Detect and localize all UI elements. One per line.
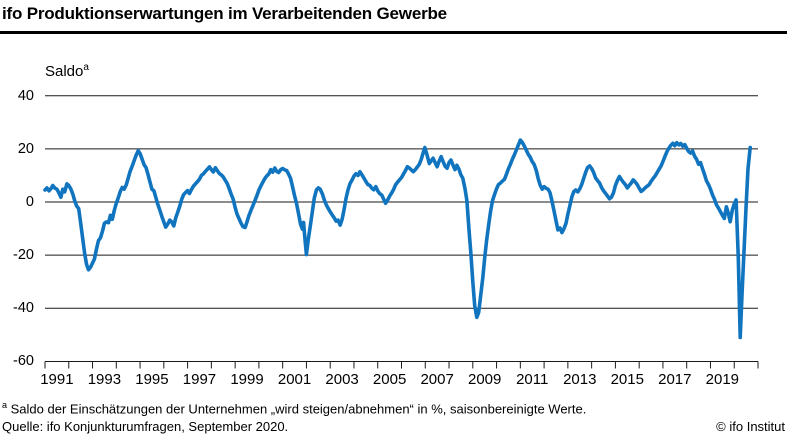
x-axis-tick-label: 2013 <box>563 371 597 388</box>
y-axis-tick-label: -40 <box>13 300 34 317</box>
footnote-text: Saldo der Einschätzungen der Unternehmen… <box>10 401 587 417</box>
x-axis-tick-label: 2003 <box>325 371 359 388</box>
y-axis-title: Saldoa <box>45 62 89 80</box>
y-axis-tick-label: 0 <box>25 194 34 210</box>
footnote-marker: a <box>2 400 8 410</box>
x-axis-tick-label: 1997 <box>182 371 217 388</box>
source-note: Quelle: ifo Konjunkturumfragen, Septembe… <box>2 419 289 434</box>
x-axis-tick-label: 2011 <box>516 371 549 388</box>
x-axis-tick-label: 1995 <box>135 371 169 388</box>
page-title: ifo Produktionserwartungen im Verarbeite… <box>2 4 447 23</box>
x-axis-tick-label: 2017 <box>658 371 692 388</box>
y-axis-title-superscript: a <box>83 62 89 73</box>
y-axis-title-text: Saldo <box>45 63 84 80</box>
y-axis-tick-label: 40 <box>17 87 34 104</box>
title-divider <box>0 31 787 34</box>
x-axis-tick-label: 2015 <box>610 371 644 388</box>
x-axis-tick-label: 1991 <box>40 371 74 388</box>
x-axis-tick-label: 2001 <box>277 371 312 388</box>
data-line-produktionserwartungen <box>43 138 753 340</box>
x-axis-tick-label: 2009 <box>467 371 502 388</box>
x-axis-tick-label: 2005 <box>372 371 407 388</box>
y-axis-tick-label: 20 <box>17 140 34 157</box>
x-axis-tick-label: 2019 <box>705 371 740 388</box>
x-axis-tick-label: 1993 <box>87 371 122 388</box>
footnote: a Saldo der Einschätzungen der Unternehm… <box>2 400 586 416</box>
footer-row: Quelle: ifo Konjunkturumfragen, Septembe… <box>0 419 785 434</box>
y-axis-tick-label: -60 <box>13 353 34 370</box>
x-axis-tick-label: 1999 <box>230 371 264 388</box>
y-axis-tick-label: -20 <box>13 247 34 264</box>
x-axis-tick-label: 2007 <box>420 371 454 388</box>
copyright-note: © ifo Institut <box>716 419 785 434</box>
